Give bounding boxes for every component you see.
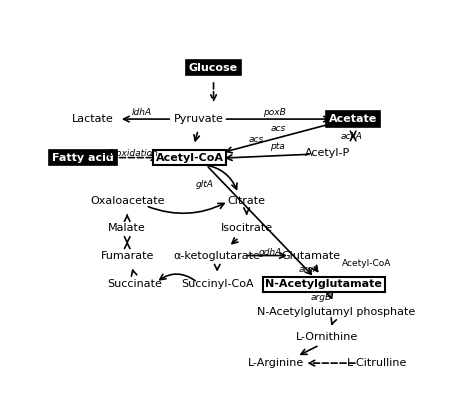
FancyArrowPatch shape <box>227 116 329 122</box>
FancyArrowPatch shape <box>312 265 318 271</box>
FancyArrowPatch shape <box>327 292 332 298</box>
Text: Fatty acid: Fatty acid <box>52 153 114 163</box>
Text: Pyruvate: Pyruvate <box>174 114 224 124</box>
Text: Succinyl-CoA: Succinyl-CoA <box>181 279 254 289</box>
Text: acs: acs <box>270 124 285 133</box>
Text: L-Citrulline: L-Citrulline <box>347 358 407 368</box>
Text: Acetyl-CoA: Acetyl-CoA <box>342 259 392 268</box>
Text: poxB: poxB <box>263 108 285 117</box>
FancyArrowPatch shape <box>214 264 220 270</box>
FancyArrowPatch shape <box>125 215 130 221</box>
FancyArrowPatch shape <box>309 360 355 366</box>
Text: N-Acetylglutamyl phosphate: N-Acetylglutamyl phosphate <box>257 307 416 317</box>
Text: acs: acs <box>248 136 264 144</box>
FancyArrowPatch shape <box>350 131 356 141</box>
Text: α-ketoglutarate: α-ketoglutarate <box>174 251 261 261</box>
Text: Succinate: Succinate <box>107 279 162 289</box>
Text: argB: argB <box>310 294 331 302</box>
FancyArrowPatch shape <box>227 154 309 161</box>
FancyArrowPatch shape <box>301 347 317 354</box>
Text: gltA: gltA <box>195 181 213 189</box>
Text: argA: argA <box>299 266 319 274</box>
Text: ackA: ackA <box>340 132 362 141</box>
Text: Malate: Malate <box>109 223 146 233</box>
Text: L-Ornithine: L-Ornithine <box>296 332 358 342</box>
FancyArrowPatch shape <box>148 203 224 214</box>
Text: gdhA: gdhA <box>259 249 282 257</box>
FancyArrowPatch shape <box>208 167 311 274</box>
Text: Isocitrate: Isocitrate <box>220 223 273 233</box>
FancyArrowPatch shape <box>124 116 169 122</box>
Text: Acetyl-CoA: Acetyl-CoA <box>155 153 224 163</box>
FancyArrowPatch shape <box>111 155 156 161</box>
FancyArrowPatch shape <box>160 274 195 281</box>
FancyArrowPatch shape <box>244 208 249 214</box>
FancyArrowPatch shape <box>125 237 130 249</box>
Text: Fumarate: Fumarate <box>100 251 154 261</box>
Text: β-oxidation: β-oxidation <box>107 149 158 158</box>
FancyArrowPatch shape <box>232 238 238 244</box>
FancyArrowPatch shape <box>131 270 137 276</box>
Text: Glutamate: Glutamate <box>282 251 340 261</box>
Text: pta: pta <box>271 142 285 151</box>
Text: Acetate: Acetate <box>329 114 377 124</box>
Text: L-Arginine: L-Arginine <box>248 358 304 368</box>
Text: Oxaloacetate: Oxaloacetate <box>90 196 164 206</box>
Text: Acetyl-P: Acetyl-P <box>305 148 350 158</box>
FancyArrowPatch shape <box>204 165 237 189</box>
Text: N-Acetylglutamate: N-Acetylglutamate <box>265 279 382 289</box>
Text: Glucose: Glucose <box>189 63 238 73</box>
Text: Lactate: Lactate <box>72 114 113 124</box>
FancyArrowPatch shape <box>194 133 200 141</box>
FancyArrowPatch shape <box>246 253 285 258</box>
Text: ldhA: ldhA <box>132 108 152 117</box>
FancyArrowPatch shape <box>331 318 337 324</box>
Text: Citrate: Citrate <box>228 196 265 206</box>
FancyArrowPatch shape <box>226 124 331 153</box>
FancyArrowPatch shape <box>211 83 216 100</box>
